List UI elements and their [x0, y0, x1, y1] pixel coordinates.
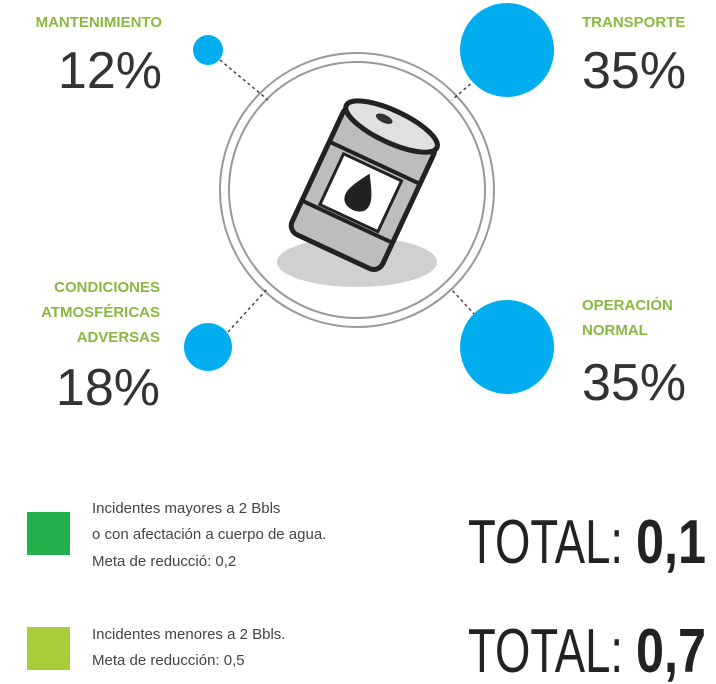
category-label: ADVERSAS: [77, 329, 160, 346]
legend-text: Incidentes menores a 2 Bbls.: [92, 626, 285, 643]
legend-text: Meta de reducció: 0,2: [92, 553, 236, 570]
total-label: TOTAL:: [468, 617, 623, 684]
category-label: CONDICIONES: [54, 279, 160, 296]
center-graphic: [219, 52, 495, 328]
legend-text: Incidentes mayores a 2 Bbls: [92, 500, 280, 517]
total-value: 0,1: [636, 508, 706, 577]
total-label: TOTAL:: [468, 508, 623, 577]
category-label: ATMOSFÉRICAS: [41, 304, 160, 321]
category-label: MANTENIMIENTO: [36, 14, 163, 31]
category-label: OPERACIÓN: [582, 296, 673, 314]
percent: 18%: [56, 359, 160, 417]
legend-text: o con afectación a cuerpo de agua.: [92, 526, 326, 543]
percent: 35%: [582, 354, 686, 412]
connectors: [219, 59, 476, 333]
category-label: NORMAL: [582, 322, 648, 339]
legend-text: Meta de reducción: 0,5: [92, 652, 245, 669]
legend-swatch: [27, 627, 70, 670]
percent: 35%: [582, 42, 686, 100]
category-label: TRANSPORTE: [582, 14, 685, 31]
legend-swatch: [27, 512, 70, 555]
percent: 12%: [58, 42, 162, 100]
total-value: 0,7: [636, 617, 706, 684]
bubbles: [184, 3, 554, 394]
